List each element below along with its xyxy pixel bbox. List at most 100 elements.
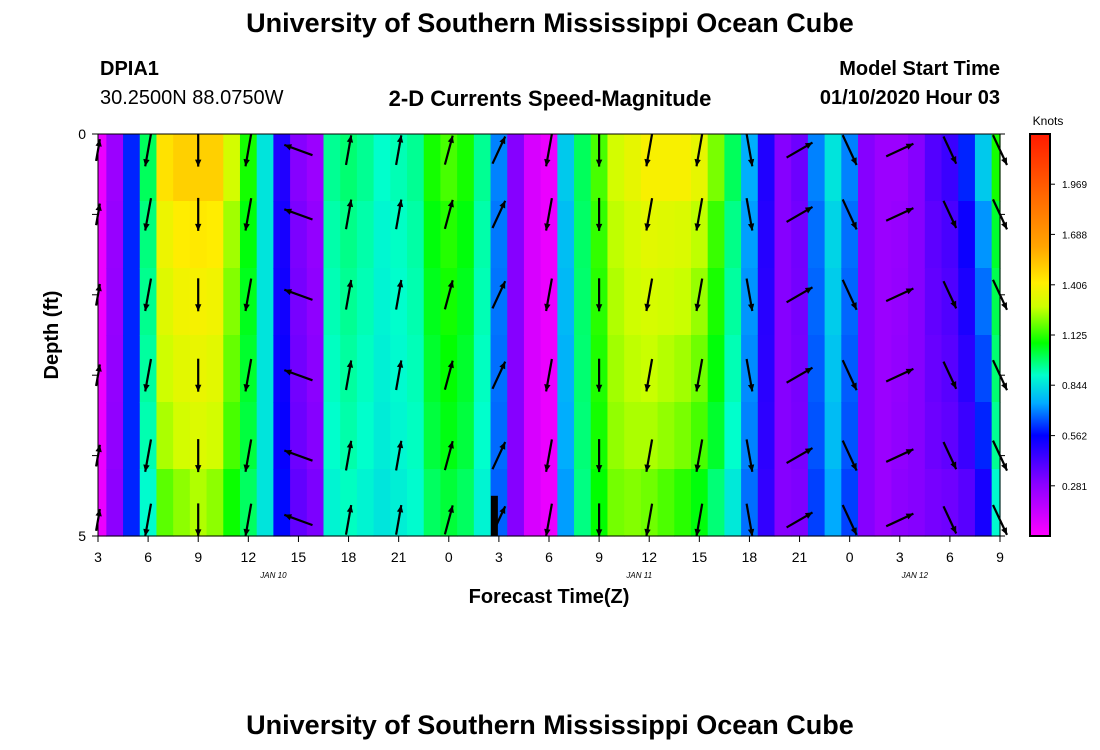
heatmap-cell bbox=[423, 469, 442, 537]
heatmap-cell bbox=[106, 134, 124, 202]
heatmap-cell bbox=[457, 201, 475, 269]
x-axis-label: Forecast Time(Z) bbox=[469, 586, 630, 608]
colorbar-tick-label: 0.281 bbox=[1062, 482, 1087, 493]
heatmap-cell bbox=[640, 469, 659, 537]
current-arrow bbox=[745, 358, 755, 392]
heatmap-cell bbox=[390, 268, 408, 336]
heatmap-cell bbox=[356, 335, 375, 403]
heatmap-cell bbox=[98, 268, 107, 336]
current-arrow bbox=[544, 278, 553, 312]
arrow-head bbox=[284, 514, 292, 521]
current-arrow bbox=[745, 278, 755, 312]
arrow-head bbox=[544, 303, 551, 311]
heatmap-cell bbox=[423, 402, 442, 470]
heatmap-cell bbox=[858, 469, 876, 537]
heatmap-cell bbox=[757, 268, 776, 336]
heatmap-cell bbox=[674, 469, 692, 537]
heatmap-cell bbox=[306, 201, 325, 269]
heatmap-cell bbox=[273, 402, 291, 470]
heatmap-cell bbox=[958, 201, 976, 269]
heatmap-cell bbox=[457, 134, 475, 202]
heatmap-cell bbox=[440, 268, 458, 336]
heatmap-cell bbox=[690, 469, 709, 537]
heatmap-cell bbox=[523, 469, 542, 537]
heatmap-cell bbox=[674, 268, 692, 336]
heatmap-cell bbox=[624, 469, 642, 537]
current-arrow bbox=[243, 439, 253, 472]
heatmap-cell bbox=[106, 335, 124, 403]
current-arrow bbox=[395, 360, 404, 391]
footer-title: University of Southern Mississippi Ocean… bbox=[246, 710, 854, 740]
x-tick-label: 21 bbox=[792, 549, 808, 565]
current-arrow bbox=[195, 503, 202, 537]
heatmap-cell bbox=[457, 469, 475, 537]
heatmap-cell bbox=[123, 335, 141, 403]
current-arrow bbox=[395, 440, 404, 471]
current-arrow bbox=[143, 503, 153, 537]
heatmap-cell bbox=[874, 268, 893, 336]
heatmap-cell bbox=[323, 469, 341, 537]
heatmap-cell bbox=[974, 134, 993, 202]
heatmap-cell bbox=[273, 469, 291, 537]
current-arrow bbox=[195, 197, 202, 231]
current-arrow bbox=[544, 133, 553, 167]
heatmap-cell bbox=[540, 402, 558, 470]
heatmap-cell bbox=[908, 402, 926, 470]
heatmap-cell bbox=[407, 134, 425, 202]
heatmap-cell bbox=[123, 134, 141, 202]
current-arrow bbox=[344, 360, 354, 391]
arrow-head bbox=[447, 505, 454, 513]
arrow-head bbox=[850, 382, 857, 391]
axes: 3 6 9 12 15 18 21 0 3 6 9 12 15 18 21 0 3 6 9 JAN 10 JAN 11 J… bbox=[78, 126, 1005, 580]
current-arrow bbox=[443, 440, 454, 471]
y-tick-label: 5 bbox=[78, 528, 86, 544]
current-arrow bbox=[644, 278, 654, 312]
heatmap-cell bbox=[891, 469, 909, 537]
heatmap-cell bbox=[974, 335, 993, 403]
heatmap-cell bbox=[189, 402, 208, 470]
arrow-head bbox=[499, 136, 506, 145]
heatmap-cell bbox=[457, 268, 475, 336]
current-arrow bbox=[491, 361, 507, 390]
heatmap-cell bbox=[590, 469, 609, 537]
arrow-head bbox=[143, 158, 150, 167]
current-arrow bbox=[595, 503, 603, 537]
arrow-head bbox=[694, 303, 701, 311]
heatmap-cell bbox=[523, 335, 542, 403]
date-label: JAN 10 bbox=[259, 571, 287, 580]
heatmap-cells bbox=[98, 134, 1001, 537]
heatmap-cell bbox=[256, 134, 274, 202]
heatmap-cell bbox=[256, 402, 274, 470]
arrow-head bbox=[905, 513, 914, 520]
heatmap-cell bbox=[523, 201, 542, 269]
arrow-head bbox=[284, 144, 292, 151]
heatmap-cell bbox=[757, 469, 776, 537]
x-tick-label: 18 bbox=[341, 549, 357, 565]
heatmap-cell bbox=[507, 134, 525, 202]
heatmap-cell bbox=[590, 201, 609, 269]
heatmap-cell bbox=[106, 201, 124, 269]
heatmap-cell bbox=[908, 134, 926, 202]
heatmap-cell bbox=[273, 134, 291, 202]
heatmap-cell bbox=[507, 335, 525, 403]
x-tick-label: 3 bbox=[495, 549, 503, 565]
current-arrow bbox=[443, 280, 454, 310]
heatmap-cell bbox=[574, 201, 592, 269]
heatmap-cell bbox=[607, 402, 625, 470]
heatmap-cell bbox=[390, 134, 408, 202]
x-tick-label: 15 bbox=[692, 549, 708, 565]
heatmap-cell bbox=[741, 402, 759, 470]
heatmap-cell bbox=[690, 201, 709, 269]
heatmap-cell bbox=[924, 201, 943, 269]
current-arrow bbox=[942, 505, 958, 534]
heatmap-cell bbox=[173, 402, 191, 470]
heatmap-cell bbox=[891, 268, 909, 336]
heatmap-cell bbox=[507, 402, 525, 470]
arrow-head bbox=[595, 529, 603, 537]
arrow-head bbox=[595, 159, 603, 167]
current-arrow bbox=[195, 358, 202, 392]
heatmap-cell bbox=[189, 469, 208, 537]
heatmap-cell bbox=[941, 469, 959, 537]
arrow-head bbox=[905, 208, 914, 214]
arrow-head bbox=[595, 465, 603, 473]
